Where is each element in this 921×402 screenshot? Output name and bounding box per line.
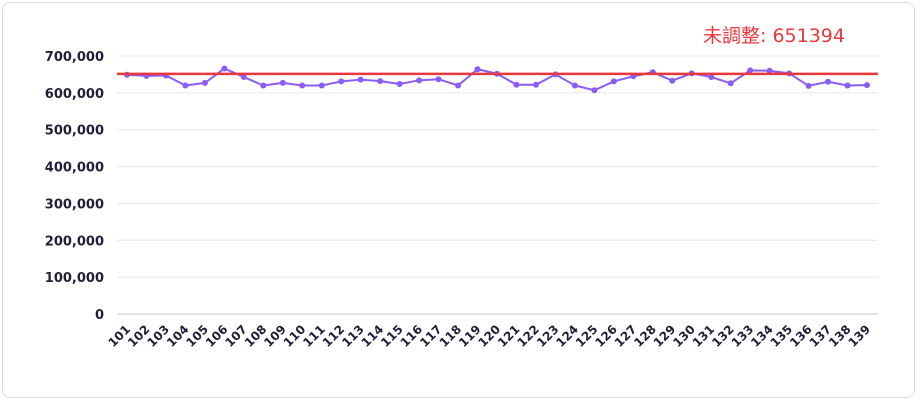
y-tick-label: 0 bbox=[95, 308, 104, 323]
data-point bbox=[805, 82, 812, 89]
data-point bbox=[435, 76, 442, 83]
data-point bbox=[864, 82, 870, 89]
data-point bbox=[279, 79, 286, 86]
data-point bbox=[201, 79, 208, 86]
y-tick-label: 600,000 bbox=[45, 87, 104, 102]
gridlines bbox=[117, 55, 878, 315]
data-point bbox=[532, 81, 539, 88]
data-point bbox=[455, 82, 462, 89]
data-point bbox=[513, 81, 520, 88]
x-axis: 1011021031041051061071081091101111121131… bbox=[105, 322, 873, 350]
x-tick-label: 139 bbox=[845, 322, 873, 350]
data-point bbox=[240, 74, 247, 81]
y-tick-label: 400,000 bbox=[45, 161, 104, 176]
data-point bbox=[825, 78, 832, 85]
series bbox=[124, 65, 870, 94]
data-point bbox=[747, 67, 754, 74]
y-tick-label: 300,000 bbox=[45, 197, 104, 212]
data-point bbox=[377, 78, 384, 85]
data-point bbox=[571, 82, 578, 89]
data-point bbox=[357, 76, 364, 83]
y-tick-label: 100,000 bbox=[45, 271, 104, 286]
data-point bbox=[669, 77, 676, 84]
data-point bbox=[708, 74, 715, 81]
data-point bbox=[299, 82, 306, 89]
data-point bbox=[318, 82, 325, 89]
data-point bbox=[844, 82, 851, 89]
data-point bbox=[610, 78, 617, 85]
data-point bbox=[260, 82, 267, 89]
data-point bbox=[338, 78, 345, 85]
chart-card bbox=[2, 2, 915, 398]
data-point bbox=[182, 82, 189, 89]
reference-line-label: 未調整: 651394 bbox=[703, 25, 845, 47]
data-point bbox=[591, 87, 598, 94]
data-point bbox=[416, 77, 423, 84]
y-axis: 0 100,000 200,000 300,000 400,000 500,000 600,… bbox=[45, 50, 104, 323]
y-tick-label: 700,000 bbox=[45, 50, 104, 65]
data-point bbox=[221, 65, 228, 72]
data-point bbox=[766, 67, 773, 74]
data-point bbox=[396, 81, 403, 88]
data-point bbox=[727, 80, 734, 87]
y-tick-label: 200,000 bbox=[45, 234, 104, 249]
y-tick-label: 500,000 bbox=[45, 124, 104, 139]
data-point bbox=[474, 66, 481, 73]
